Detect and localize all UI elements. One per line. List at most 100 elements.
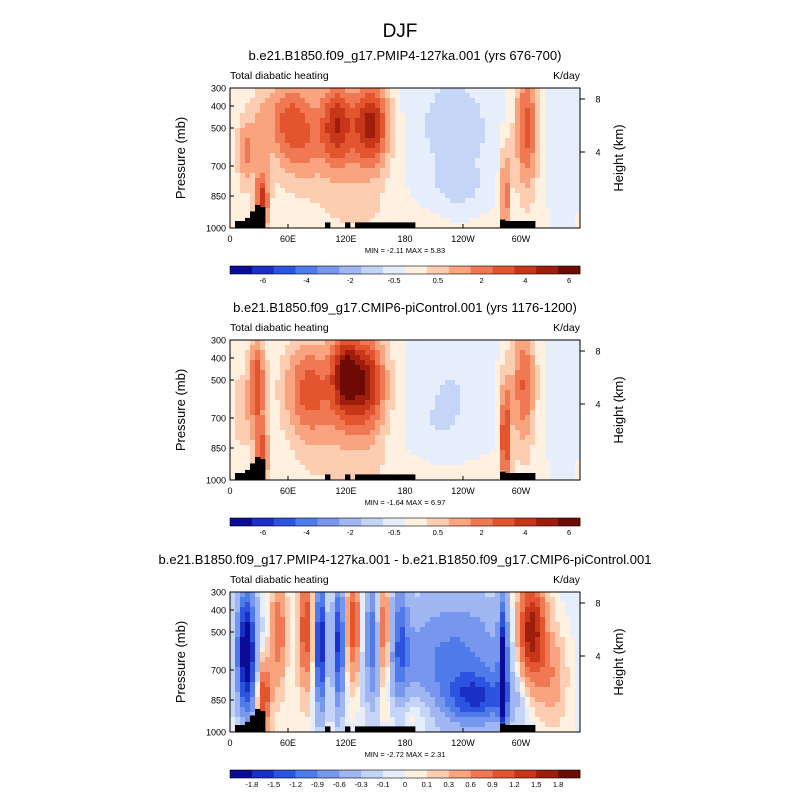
heatmap-cell [470, 385, 476, 391]
heatmap-cell [235, 203, 241, 209]
heatmap-cell [535, 405, 541, 411]
heatmap-cell [265, 133, 271, 139]
heatmap-cell [540, 218, 546, 224]
heatmap-cell [535, 173, 541, 179]
heatmap-cell [430, 370, 436, 376]
heatmap-cell [380, 340, 386, 346]
heatmap-cell [485, 627, 491, 633]
heatmap-cell [570, 460, 576, 466]
heatmap-cell [500, 602, 506, 608]
heatmap-cell [260, 400, 266, 406]
heatmap-cell [485, 597, 491, 603]
heatmap-cell [455, 138, 461, 144]
heatmap-cell [550, 637, 556, 643]
heatmap-cell [570, 350, 576, 356]
heatmap-cell [355, 128, 361, 134]
heatmap-cell [340, 390, 346, 396]
heatmap-cell [495, 475, 501, 481]
heatmap-cell [370, 430, 376, 436]
heatmap-cell [420, 153, 426, 159]
heatmap-cell [335, 622, 341, 628]
heatmap-cell [390, 208, 396, 214]
heatmap-cell [480, 455, 486, 461]
heatmap-cell [250, 350, 256, 356]
heatmap-cell [410, 642, 416, 648]
heatmap-cell [340, 173, 346, 179]
heatmap-cell [250, 622, 256, 628]
heatmap-cell [285, 365, 291, 371]
heatmap-cell [240, 405, 246, 411]
heatmap-cell [260, 617, 266, 623]
heatmap-cell [365, 173, 371, 179]
heatmap-cell [530, 173, 536, 179]
heatmap-cell [340, 642, 346, 648]
heatmap-cell [475, 153, 481, 159]
heatmap-cell [230, 405, 236, 411]
heatmap-cell [550, 405, 556, 411]
heatmap-cell [340, 612, 346, 618]
heatmap-cell [410, 602, 416, 608]
heatmap-cell [240, 98, 246, 104]
heatmap-cell [535, 355, 541, 361]
heatmap-cell [400, 168, 406, 174]
heatmap-cell [265, 370, 271, 376]
heatmap-cell [310, 380, 316, 386]
heatmap-cell [425, 445, 431, 451]
heatmap-cell [570, 627, 576, 633]
heatmap-cell [365, 203, 371, 209]
heatmap-cell [545, 415, 551, 421]
heatmap-cell [420, 642, 426, 648]
heatmap-cell [270, 470, 276, 476]
heatmap-cell [570, 597, 576, 603]
heatmap-cell [470, 98, 476, 104]
heatmap-cell [490, 370, 496, 376]
heatmap-cell [505, 642, 511, 648]
heatmap-cell [330, 193, 336, 199]
heatmap-cell [425, 148, 431, 154]
heatmap-cell [380, 445, 386, 451]
heatmap-cell [425, 193, 431, 199]
heatmap-cell [415, 345, 421, 351]
heatmap-cell [435, 193, 441, 199]
heatmap-cell [330, 365, 336, 371]
heatmap-cell [490, 203, 496, 209]
heatmap-cell [540, 647, 546, 653]
heatmap-cell [485, 128, 491, 134]
heatmap-cell [545, 365, 551, 371]
heatmap-cell [285, 168, 291, 174]
heatmap-cell [420, 390, 426, 396]
heatmap-cell [280, 123, 286, 129]
heatmap-cell [570, 395, 576, 401]
heatmap-cell [460, 203, 466, 209]
heatmap-cell [315, 143, 321, 149]
heatmap-cell [320, 208, 326, 214]
heatmap-cell [255, 350, 261, 356]
heatmap-cell [430, 612, 436, 618]
heatmap-cell [340, 203, 346, 209]
heatmap-cell [445, 455, 451, 461]
heatmap-cell [405, 173, 411, 179]
heatmap-cell [440, 183, 446, 189]
heatmap-cell [255, 637, 261, 643]
heatmap-cell [320, 143, 326, 149]
x-tick-label: 180 [397, 234, 412, 244]
heatmap-cell [455, 375, 461, 381]
terrain-cell [345, 222, 351, 228]
heatmap-cell [495, 385, 501, 391]
heatmap-cell [240, 118, 246, 124]
heatmap-cell [575, 218, 581, 224]
heatmap-cell [565, 390, 571, 396]
heatmap-cell [400, 355, 406, 361]
heatmap-cell [575, 395, 581, 401]
heatmap-cell [315, 103, 321, 109]
heatmap-cell [290, 173, 296, 179]
heatmap-cell [470, 203, 476, 209]
heatmap-cell [570, 178, 576, 184]
heatmap-cell [420, 627, 426, 633]
heatmap-cell [285, 617, 291, 623]
heatmap-cell [305, 375, 311, 381]
heatmap-cell [510, 440, 516, 446]
heatmap-cell [295, 365, 301, 371]
heatmap-cell [260, 143, 266, 149]
heatmap-cell [445, 128, 451, 134]
